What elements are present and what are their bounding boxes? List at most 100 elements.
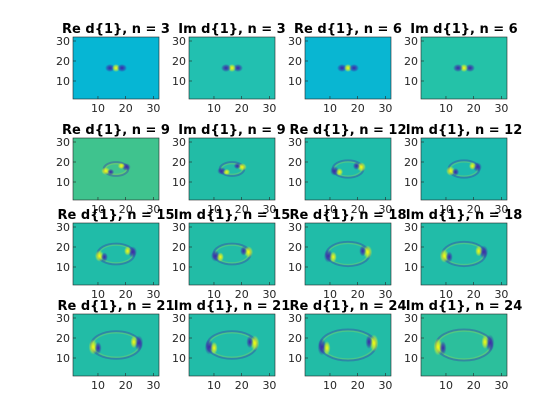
y-tick-label: 30 xyxy=(288,221,302,234)
heatmap-pattern xyxy=(439,240,489,268)
axes-box xyxy=(72,36,160,100)
x-tick-label: 30 xyxy=(146,288,160,301)
field-lobe xyxy=(468,162,476,170)
x-tick-label: 10 xyxy=(439,288,453,301)
field-lobe xyxy=(465,64,475,72)
field-lobe xyxy=(453,64,463,72)
subplot-title: Re d{1}, n = 18 xyxy=(290,208,407,223)
y-tick-label: 30 xyxy=(288,312,302,325)
heatmap-image xyxy=(189,314,275,376)
subplot-title: Re d{1}, n = 9 xyxy=(62,123,170,138)
field-lobe xyxy=(117,64,127,72)
y-tick-label: 30 xyxy=(56,312,70,325)
heatmap-pattern xyxy=(94,242,138,266)
heatmap-pattern xyxy=(433,328,495,362)
subplot-title: Re d{1}, n = 12 xyxy=(290,123,407,138)
axes-box xyxy=(304,137,392,201)
field-lobe xyxy=(336,168,344,176)
y-tick-label: 20 xyxy=(56,332,70,345)
field-lobe xyxy=(117,162,125,170)
x-tick-label: 10 xyxy=(91,203,105,216)
heatmap-pattern xyxy=(105,64,127,72)
x-tick-label: 10 xyxy=(323,102,337,115)
x-tick-label: 20 xyxy=(235,102,249,115)
y-tick-label: 30 xyxy=(172,35,186,48)
y-tick-label: 10 xyxy=(172,176,186,189)
axes-box xyxy=(420,36,508,100)
y-tick-label: 10 xyxy=(288,176,302,189)
subplot-title: Im d{1}, n = 3 xyxy=(178,22,285,37)
x-tick-label: 20 xyxy=(351,203,365,216)
field-lobe xyxy=(100,252,108,262)
heatmap-pattern xyxy=(217,161,247,177)
y-tick-label: 20 xyxy=(56,156,70,169)
axes-box xyxy=(304,36,392,100)
field-lobe xyxy=(130,335,138,349)
field-lobe xyxy=(365,335,373,349)
x-tick-label: 30 xyxy=(494,102,508,115)
x-tick-label: 20 xyxy=(119,102,133,115)
axes-box xyxy=(420,137,508,201)
x-tick-label: 10 xyxy=(91,288,105,301)
x-tick-label: 10 xyxy=(91,379,105,392)
y-tick-label: 10 xyxy=(404,352,418,365)
field-lobe xyxy=(352,162,360,170)
field-lobe xyxy=(481,335,489,349)
subplot-title: Re d{1}, n = 15 xyxy=(58,208,175,223)
y-tick-label: 30 xyxy=(172,136,186,149)
axes-box xyxy=(72,313,160,377)
subplot-title: Im d{1}, n = 12 xyxy=(406,123,523,138)
field-lobe xyxy=(94,341,102,355)
y-tick-label: 20 xyxy=(404,55,418,68)
axes-box xyxy=(188,222,276,286)
y-tick-label: 10 xyxy=(404,176,418,189)
y-tick-label: 20 xyxy=(404,332,418,345)
subplot-title: Im d{1}, n = 15 xyxy=(174,208,291,223)
y-tick-label: 10 xyxy=(172,75,186,88)
x-tick-label: 30 xyxy=(494,379,508,392)
y-tick-label: 20 xyxy=(56,241,70,254)
y-tick-label: 20 xyxy=(288,241,302,254)
heatmap-image xyxy=(305,138,391,200)
y-tick-label: 10 xyxy=(288,75,302,88)
y-tick-label: 20 xyxy=(172,241,186,254)
field-lobe xyxy=(445,251,453,263)
y-tick-label: 10 xyxy=(56,261,70,274)
x-tick-label: 10 xyxy=(439,203,453,216)
y-tick-label: 10 xyxy=(404,261,418,274)
y-tick-label: 20 xyxy=(288,156,302,169)
x-tick-label: 20 xyxy=(119,203,133,216)
x-tick-label: 30 xyxy=(262,379,276,392)
subplot-title: Re d{1}, n = 6 xyxy=(294,22,402,37)
y-tick-label: 10 xyxy=(288,352,302,365)
y-tick-label: 30 xyxy=(56,136,70,149)
x-tick-label: 10 xyxy=(439,379,453,392)
field-lobe xyxy=(223,168,231,176)
x-tick-label: 10 xyxy=(323,379,337,392)
x-tick-label: 10 xyxy=(323,288,337,301)
y-tick-label: 30 xyxy=(288,136,302,149)
subplot-title: Re d{1}, n = 21 xyxy=(58,299,175,314)
y-tick-label: 10 xyxy=(172,352,186,365)
x-tick-label: 20 xyxy=(351,379,365,392)
heatmap-pattern xyxy=(88,330,144,360)
x-tick-label: 20 xyxy=(351,102,365,115)
y-tick-label: 10 xyxy=(404,75,418,88)
x-tick-label: 20 xyxy=(235,379,249,392)
x-tick-label: 30 xyxy=(378,203,392,216)
y-tick-label: 10 xyxy=(56,75,70,88)
x-tick-label: 30 xyxy=(146,379,160,392)
x-tick-label: 30 xyxy=(262,203,276,216)
y-tick-label: 10 xyxy=(172,261,186,274)
x-tick-label: 20 xyxy=(467,203,481,216)
y-tick-label: 20 xyxy=(288,332,302,345)
x-tick-label: 30 xyxy=(378,102,392,115)
y-tick-label: 30 xyxy=(56,35,70,48)
